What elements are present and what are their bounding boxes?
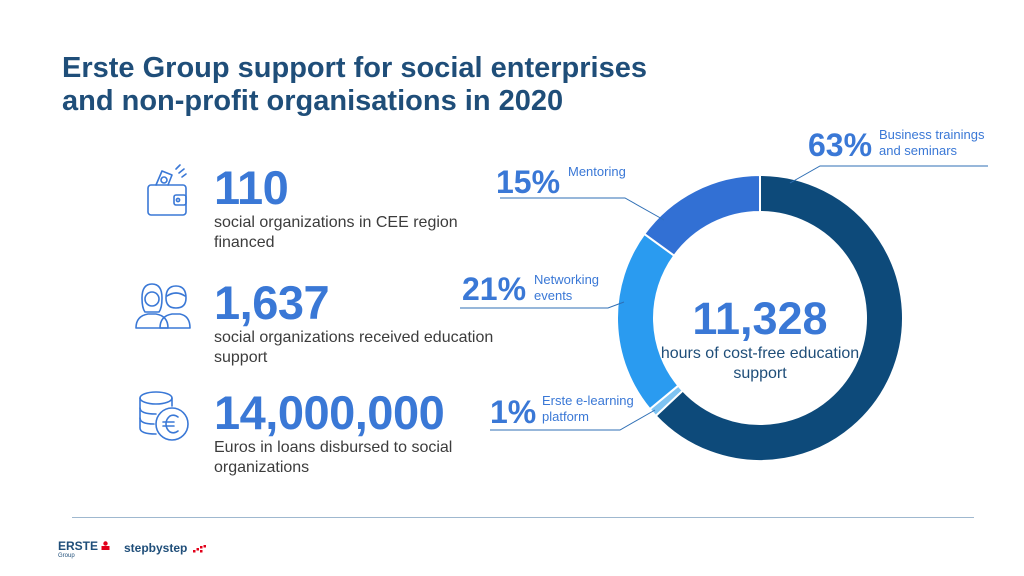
donut-center-value: 11,328 — [692, 293, 828, 344]
stat-description: social organizations in CEE region finan… — [214, 214, 458, 251]
leader-line-business — [789, 165, 988, 184]
leader-line-mentoring — [500, 197, 665, 221]
slice-label-elearning-text: Erste e-learning platform — [542, 393, 634, 424]
slice-percent-elearning: 1% — [490, 394, 537, 430]
leader-line-networking — [460, 301, 625, 309]
slice-label-networking-text: Networking events — [534, 272, 600, 303]
donut-center-label: hours of cost-free education support — [660, 345, 860, 382]
page-title: Erste Group support for social enterpris… — [62, 52, 762, 118]
erste-s-mark-icon — [101, 541, 110, 550]
stepbystep-logo-word: stepbystep — [124, 541, 188, 555]
stat-description: Euros in loans disbursed to social organ… — [214, 439, 453, 476]
slice-label-business: Business trainings and seminars — [879, 127, 997, 159]
euro-coins-icon — [139, 391, 189, 441]
title-line-2: and non-profit organisations in 2020 — [62, 85, 564, 117]
stat-description: social organizations received education … — [214, 329, 494, 366]
leader-line-elearning — [490, 409, 656, 431]
donut-slice-0 — [654, 173, 904, 462]
slice-label-elearning: Erste e-learning platform — [542, 393, 650, 425]
donut-slice-3 — [642, 173, 761, 258]
stat-value: 1,637 — [214, 276, 330, 329]
slice-percent-business: 63% — [808, 127, 873, 163]
erste-logo-word: ERSTE — [58, 539, 99, 553]
stat-value: 110 — [214, 161, 289, 214]
stat-value: 14,000,000 — [214, 386, 445, 439]
stepbystep-logo: stepbystep — [124, 541, 207, 555]
people-icon — [135, 283, 191, 329]
slice-label-business-text: Business trainings and seminars — [879, 127, 985, 158]
slice-label-networking: Networking events — [534, 272, 614, 304]
slice-label-mentoring: Mentoring — [568, 164, 626, 179]
erste-logo-sub: Group — [58, 553, 75, 559]
wallet-money-icon — [147, 164, 187, 216]
slice-percent-networking: 21% — [462, 271, 527, 307]
footer-divider — [72, 517, 974, 518]
stepbystep-dots-icon — [192, 544, 206, 553]
slice-percent-mentoring: 15% — [496, 164, 561, 200]
title-line-1: Erste Group support for social enterpris… — [62, 52, 647, 84]
erste-logo: ERSTE Group — [58, 540, 118, 566]
